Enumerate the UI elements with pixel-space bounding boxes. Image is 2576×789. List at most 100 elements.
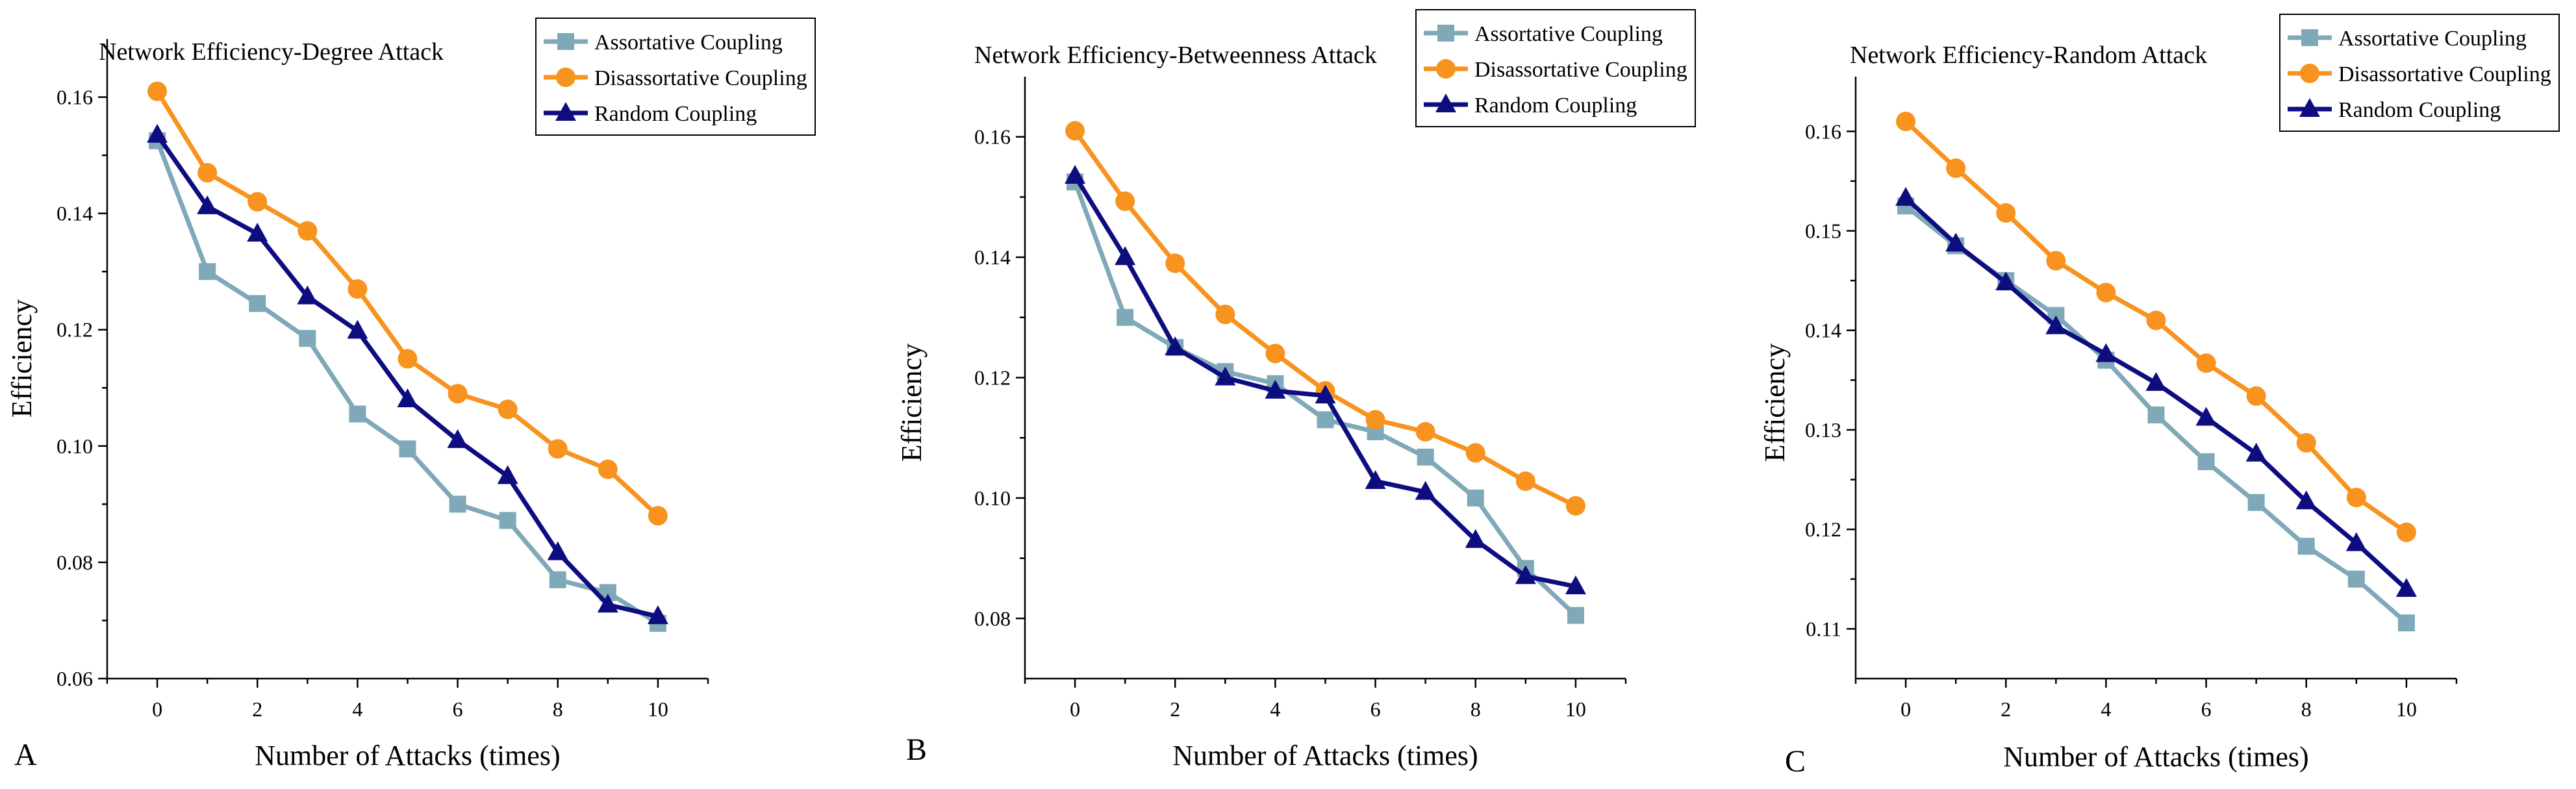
- x-tick-label: 6: [1370, 697, 1381, 721]
- data-point: [597, 594, 618, 613]
- y-tick-label: 0.16: [974, 125, 1011, 149]
- series-random: [1065, 164, 1586, 595]
- data-point: [1945, 232, 1967, 252]
- data-point: [547, 541, 568, 560]
- data-point: [1315, 384, 1336, 404]
- x-axis-label: Number of Attacks (times): [255, 740, 560, 771]
- y-tick-label: 0.08: [974, 607, 1011, 630]
- x-tick-label: 8: [553, 697, 563, 721]
- x-tick-label: 4: [1270, 697, 1280, 721]
- y-tick-label: 0.16: [1805, 119, 1841, 143]
- chart-title: Network Efficiency-Degree Attack: [99, 38, 444, 66]
- data-point: [1265, 379, 1286, 399]
- series-random: [1895, 186, 2417, 597]
- data-point: [197, 195, 218, 214]
- series-assortative: [149, 132, 666, 632]
- y-tick-label: 0.06: [57, 667, 93, 690]
- data-point: [1946, 158, 1966, 178]
- legend-label: Random Coupling: [2338, 98, 2501, 122]
- chart-panel-c: 0 2 4 6 8 10 0.11 0.12 0.13 0.14 0.15 0.16 Network E…: [1759, 14, 2560, 779]
- data-point: [2347, 570, 2365, 588]
- data-point: [2395, 578, 2417, 597]
- data-point: [2246, 386, 2266, 406]
- x-tick-label: 6: [453, 697, 463, 721]
- x-tick-label: 0: [1070, 697, 1080, 721]
- x-tick-label: 2: [1170, 697, 1180, 721]
- legend: Assortative Coupling Disassortative Coupl…: [2279, 14, 2560, 132]
- data-point: [147, 81, 168, 101]
- data-point: [247, 222, 268, 242]
- x-tick-label: 2: [252, 697, 262, 721]
- series-disassortative: [147, 81, 668, 526]
- x-tick-label: 8: [1471, 697, 1481, 721]
- legend-swatch-marker: [555, 102, 576, 121]
- data-point: [2197, 453, 2215, 470]
- legend-swatch-marker: [1435, 94, 1456, 112]
- data-point: [399, 440, 416, 458]
- data-point: [2247, 494, 2265, 511]
- data-point: [548, 439, 568, 459]
- data-point: [2095, 343, 2117, 362]
- chart-title: Network Efficiency-Betweenness Attack: [974, 42, 1377, 69]
- data-point: [2397, 614, 2415, 632]
- data-point: [1215, 366, 1236, 386]
- legend-label: Random Coupling: [1474, 94, 1637, 118]
- data-point: [247, 192, 268, 212]
- legend-swatch-marker: [1436, 59, 1456, 79]
- data-point: [1365, 470, 1386, 489]
- data-point: [2297, 538, 2315, 555]
- data-point: [2396, 522, 2416, 542]
- data-point: [1115, 246, 1136, 266]
- x-tick-label: 8: [2301, 697, 2312, 721]
- data-point: [2196, 353, 2216, 373]
- legend-swatch-marker: [1437, 25, 1454, 42]
- x-tick-label: 4: [2101, 697, 2111, 721]
- data-point: [2096, 282, 2116, 303]
- legend-swatch-marker: [557, 33, 574, 50]
- y-tick-label: 0.11: [1806, 617, 1841, 640]
- y-tick-label: 0.15: [1805, 219, 1841, 242]
- data-point: [2045, 315, 2067, 334]
- series-assortative: [1897, 197, 2415, 632]
- data-point: [1065, 121, 1085, 141]
- y-tick-label: 0.12: [1805, 518, 1841, 541]
- data-point: [2245, 442, 2267, 462]
- data-point: [347, 279, 368, 299]
- x-tick-label: 4: [352, 697, 362, 721]
- legend-label: Assortative Coupling: [2338, 27, 2527, 51]
- legend-swatch-marker: [556, 68, 575, 87]
- data-point: [2195, 407, 2217, 426]
- legend-swatch-marker: [2299, 98, 2320, 117]
- data-point: [1895, 186, 1917, 206]
- data-point: [1567, 607, 1584, 624]
- y-tick-label: 0.14: [57, 202, 93, 225]
- data-point: [1995, 271, 2017, 291]
- y-axis-label: Efficiency: [896, 344, 928, 462]
- y-tick-label: 0.12: [974, 366, 1011, 390]
- data-point: [1065, 164, 1086, 184]
- y-tick-label: 0.14: [1805, 319, 1841, 342]
- data-point: [199, 263, 216, 281]
- x-tick-label: 10: [1565, 697, 1586, 721]
- x-tick-label: 10: [2396, 697, 2417, 721]
- data-point: [297, 285, 318, 305]
- panel-letter: A: [14, 738, 37, 772]
- data-point: [249, 295, 266, 312]
- data-point: [1565, 495, 1585, 516]
- series-line: [155, 133, 659, 619]
- y-tick-label: 0.10: [57, 434, 93, 458]
- data-point: [497, 465, 518, 484]
- chart-panel-a: 0 2 4 6 8 10 0.06 0.08 0.10 0.12 0.14 0.16 Network E…: [6, 18, 816, 772]
- data-point: [147, 123, 168, 143]
- y-axis-label: Efficiency: [1759, 344, 1791, 462]
- y-tick-label: 0.14: [974, 245, 1011, 269]
- data-point: [347, 319, 368, 339]
- data-point: [1165, 253, 1185, 273]
- series-assortative: [1067, 173, 1584, 624]
- legend-label: Disassortative Coupling: [1474, 58, 1687, 82]
- data-point: [2345, 532, 2367, 551]
- x-tick-label: 6: [2201, 697, 2212, 721]
- x-tick-label: 0: [1900, 697, 1911, 721]
- data-point: [1996, 203, 2016, 223]
- data-point: [1565, 575, 1586, 595]
